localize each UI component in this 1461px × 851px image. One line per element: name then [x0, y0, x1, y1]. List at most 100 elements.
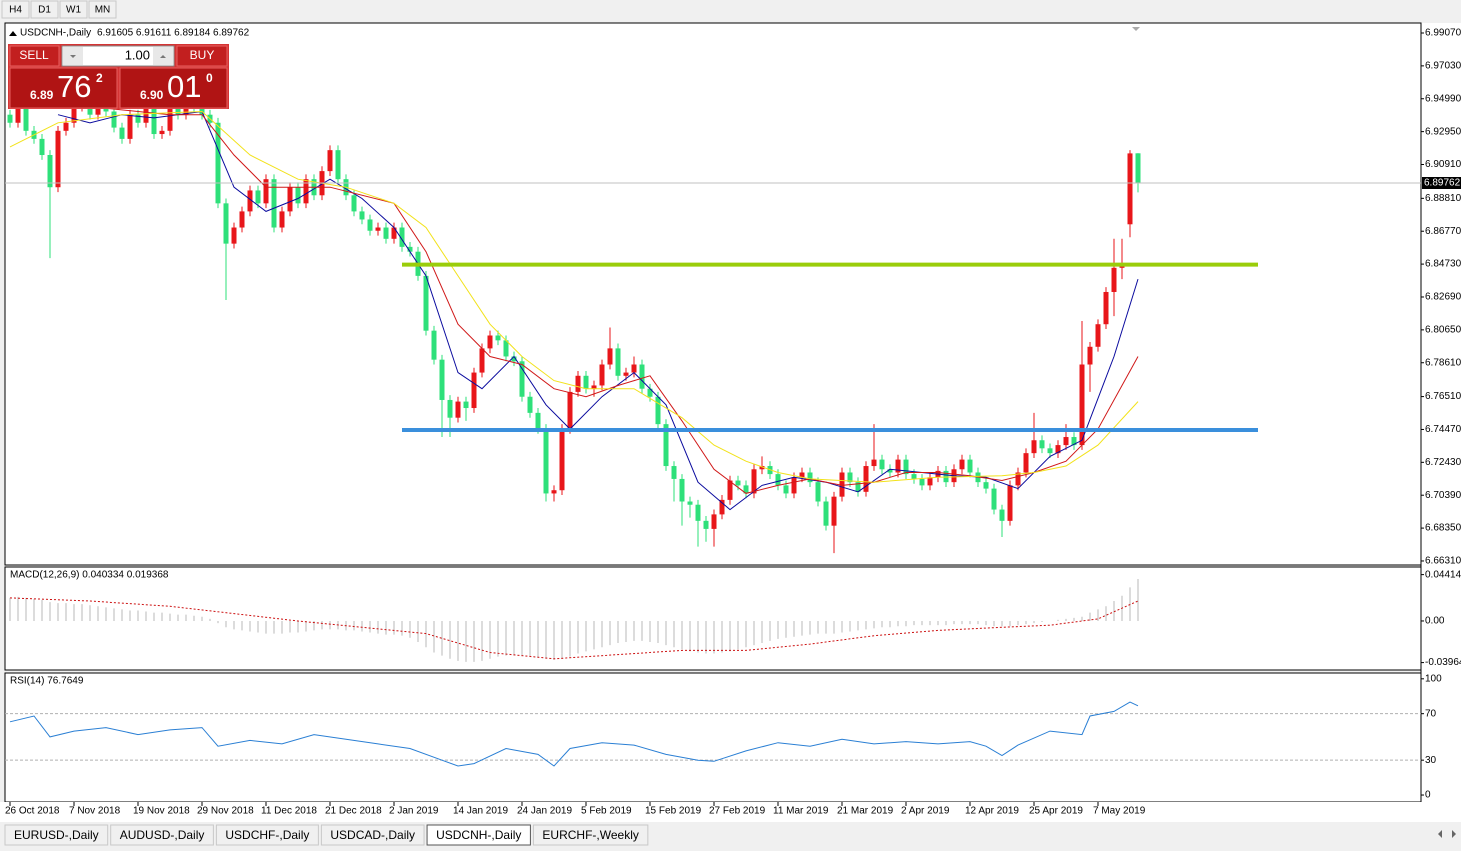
symbol-title: USDCNH-,Daily — [20, 28, 91, 39]
timeframe-button[interactable] — [30, 0, 59, 19]
chart-tab[interactable] — [320, 824, 425, 846]
chart-tab[interactable] — [426, 824, 531, 846]
candle-body — [351, 195, 357, 212]
candle-body — [615, 348, 621, 376]
ask-big: 6.90 — [140, 88, 164, 102]
candle-body — [919, 478, 925, 486]
y-tick-label: 6.86770 — [1425, 226, 1461, 237]
timeframe-button[interactable] — [59, 0, 88, 19]
plot-area — [9, 578, 1139, 662]
ohlc-values: 6.91605 6.91611 6.89184 6.89762 — [97, 28, 250, 39]
price-scale — [1421, 23, 1461, 802]
x-tick-label: 7 May 2019 — [1093, 806, 1146, 817]
bid-box[interactable] — [9, 67, 118, 109]
candle-body — [199, 106, 205, 115]
macd-title: MACD(12,26,9) 0.040334 0.019368 — [10, 570, 169, 581]
candle-body — [735, 480, 741, 486]
one-click-trading: SELL 1.00 BUY 6.89 76 2 6.90 01 0 — [8, 44, 229, 109]
chart-tab-label[interactable]: AUDUSD-,Daily — [120, 828, 205, 842]
lot-decrease-icon — [70, 55, 76, 58]
lot-value[interactable]: 1.00 — [125, 47, 150, 62]
candle-body — [799, 472, 805, 478]
candle-body — [23, 106, 29, 131]
x-tick-label: 2 Jan 2019 — [389, 806, 439, 817]
candle-body — [367, 219, 373, 231]
collapse-icon[interactable] — [9, 31, 17, 36]
sell-button[interactable] — [9, 45, 60, 67]
candle-body — [815, 482, 821, 502]
y-tick-label: 100 — [1425, 673, 1442, 684]
chart-tab-label[interactable]: EURCHF-,Weekly — [542, 828, 638, 842]
candle-body — [863, 466, 869, 492]
candle-body — [759, 466, 765, 470]
timeframe-label[interactable]: D1 — [38, 5, 51, 16]
timeframe-label[interactable]: MN — [95, 5, 111, 16]
candle-body — [527, 396, 533, 413]
candle-body — [95, 106, 101, 115]
candle-body — [487, 335, 493, 349]
candle-body — [143, 108, 149, 123]
timeframe-label[interactable]: H4 — [9, 5, 22, 16]
chart-tab[interactable] — [532, 824, 649, 846]
timeframe-toolbar: H4 D1 W1 MN — [1, 0, 117, 19]
candle-body — [335, 150, 341, 180]
candle-body — [591, 385, 597, 389]
sell-label[interactable]: SELL — [19, 48, 49, 62]
candle-body — [439, 359, 445, 400]
bid-price-label: 6.89762 — [1424, 178, 1461, 189]
chart-tab-label[interactable]: USDCHF-,Daily — [225, 828, 309, 842]
plot-area — [5, 701, 1421, 767]
candle-body — [695, 504, 701, 521]
y-tick-label: 6.90910 — [1425, 159, 1461, 170]
y-tick-label: 6.76510 — [1425, 391, 1461, 402]
candle-body — [431, 330, 437, 360]
candle-body — [943, 470, 949, 483]
chart-tab[interactable] — [215, 824, 319, 846]
candle-body — [511, 356, 517, 362]
chart-tab[interactable] — [110, 824, 214, 846]
chart-tab-label[interactable]: USDCNH-,Daily — [436, 828, 521, 842]
candle-body — [263, 179, 269, 204]
y-tick-label: 6.82690 — [1425, 292, 1461, 303]
time-scale — [0, 802, 1461, 822]
candle-body — [271, 179, 277, 228]
candle-body — [959, 459, 965, 470]
candle-body — [479, 348, 485, 373]
tab-scroll-arrows[interactable] — [1438, 830, 1456, 838]
timeframe-label[interactable]: W1 — [66, 5, 81, 16]
candle-body — [71, 106, 77, 123]
bid-price-box — [1422, 177, 1461, 190]
main-panel — [4, 22, 1422, 566]
y-tick-label: 6.72430 — [1425, 457, 1461, 468]
chart-tab-label[interactable]: USDCAD-,Daily — [330, 828, 415, 842]
candle-body — [255, 190, 261, 204]
buy-button[interactable] — [176, 45, 228, 67]
timeframe-button[interactable] — [1, 0, 30, 19]
y-tick-label: 0 — [1425, 790, 1431, 801]
candle-body — [743, 485, 749, 494]
y-tick-label: 6.78610 — [1425, 357, 1461, 368]
candle-body — [927, 477, 933, 486]
candle-body — [655, 396, 661, 425]
chart-shift-marker — [1132, 27, 1140, 31]
chart-tab[interactable] — [4, 824, 109, 846]
candle-body — [15, 106, 21, 123]
chart-tab-label[interactable]: EURUSD-,Daily — [14, 828, 99, 842]
y-tick-label: -0.03964 — [1425, 657, 1461, 668]
x-tick-label: 11 Dec 2018 — [261, 806, 317, 817]
lot-input[interactable] — [61, 45, 175, 67]
candle-body — [447, 399, 453, 418]
candle-body — [1031, 440, 1037, 454]
candle-body — [359, 211, 365, 220]
timeframe-button[interactable] — [88, 0, 117, 19]
ask-box[interactable] — [119, 67, 228, 109]
candle-body — [1087, 346, 1093, 365]
plot-area — [5, 93, 1421, 554]
candle-body — [1071, 437, 1077, 446]
candle-body — [663, 424, 669, 467]
buy-label[interactable]: BUY — [190, 48, 215, 62]
candle-body — [119, 127, 125, 139]
candle-body — [1063, 437, 1069, 446]
candle-body — [7, 114, 13, 123]
candle-body — [575, 375, 581, 392]
